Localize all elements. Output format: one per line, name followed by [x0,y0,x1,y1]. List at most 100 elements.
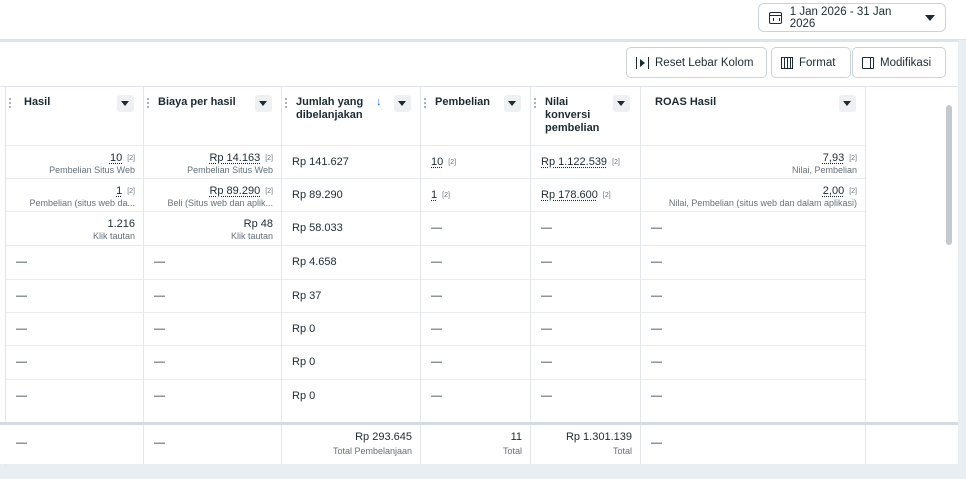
total-conversion-label: Total [612,446,632,456]
empty-value: — [431,256,442,268]
drag-handle-icon[interactable] [534,98,536,108]
column-header-label: Biaya per hasil [158,96,236,108]
table-cell: — [6,379,143,412]
table-cell: — [144,279,281,312]
reset-column-width-label: Reset Lebar Kolom [655,56,754,69]
table-cell: Rp 141.627 [282,145,420,178]
drag-handle-icon[interactable] [285,98,287,108]
result-value: 1.216 [107,218,135,230]
table-cell: — [421,312,530,345]
drag-handle-icon[interactable] [147,98,149,108]
table-cell: — [6,345,143,378]
spend-value: Rp 58.033 [292,222,343,234]
purchase-link[interactable]: 10 [2] [431,156,456,168]
spend-value: Rp 37 [292,290,322,302]
table-cell: Rp 0 [282,379,420,412]
table-cell: — [641,211,865,244]
result-link[interactable]: 1 [2] [116,185,135,197]
table-cell: Rp 1.122.539 [2] [531,145,640,178]
totals-row: — — Rp 293.645 Total Pembelanjaan 11 Tot… [0,422,958,464]
empty-value: — [431,323,442,335]
format-button[interactable]: Format [771,47,851,78]
total-cell: — [144,425,282,464]
cost-link[interactable]: Rp 89.290 [2] [209,185,273,197]
column-menu-chevron-icon[interactable] [394,95,411,112]
modify-icon [862,56,874,69]
empty-value: — [651,222,662,234]
table-cell: — [531,245,640,278]
column-menu-chevron-icon[interactable] [839,95,856,112]
spend-value: Rp 0 [292,356,316,368]
table-left-edge [0,87,6,467]
sort-descending-icon[interactable]: ↓ [376,96,382,108]
column-biaya-per-hasil: Biaya per hasil Rp 14.163 [2] Pembelian S… [144,87,282,464]
table-cell: — [641,279,865,312]
total-conversion-value: Rp 1.301.139 [565,431,632,443]
column-header-biaya[interactable]: Biaya per hasil [144,87,281,145]
table-cell: — [531,279,640,312]
column-pembelian: Pembelian 10 [2] 1 [2] — — — — — — [421,87,531,464]
column-header-roas[interactable]: ROAS Hasil [641,87,865,145]
column-menu-chevron-icon[interactable] [613,95,630,112]
table-cell: Rp 0 [282,312,420,345]
conversion-value-link[interactable]: Rp 1.122.539 [2] [541,156,620,168]
reset-column-width-button[interactable]: Reset Lebar Kolom [626,47,767,78]
column-nilai-konversi: Nilai konversi pembelian Rp 1.122.539 [2]… [531,87,641,464]
total-cell: — [6,425,144,464]
column-menu-chevron-icon[interactable] [117,95,134,112]
table-cell: — [531,312,640,345]
cost-value: Rp 14.163 [209,152,261,164]
empty-value: — [16,290,27,302]
footnote-marker: [2] [849,155,857,162]
footnote-marker: [2] [265,188,273,195]
roas-type: Nilai, Pembelian (situs web dan dalam ap… [668,198,857,208]
table-cell: — [641,312,865,345]
empty-value: — [154,390,165,402]
modify-button[interactable]: Modifikasi [852,47,946,78]
empty-value: — [651,290,662,302]
empty-value: — [154,256,165,268]
purchase-link[interactable]: 1 [2] [431,189,450,201]
column-header-nilai[interactable]: Nilai konversi pembelian [531,87,640,145]
conversion-value-link[interactable]: Rp 178.600 [2] [541,189,611,201]
result-value: 10 [109,152,123,164]
column-header-jumlah[interactable]: Jumlah yang dibelanjakan ↓ [282,87,420,145]
table-cell: — [421,211,530,244]
roas-link[interactable]: 2,00 [2] [823,185,857,197]
footnote-marker: [2] [612,159,620,166]
table-cell: — [6,245,143,278]
table-cell: — [144,379,281,412]
spend-value: Rp 0 [292,323,316,335]
table-cell: — [531,345,640,378]
table-cell: 10 [2] [421,145,530,178]
empty-value: — [541,290,552,302]
drag-handle-icon[interactable] [9,98,11,108]
result-link[interactable]: 10 [2] [110,152,135,164]
roas-link[interactable]: 7,93 [2] [823,152,857,164]
empty-value: — [431,356,442,368]
vertical-scrollbar[interactable] [946,105,952,245]
empty-value: — [541,390,552,402]
column-jumlah-dibelanjakan: Jumlah yang dibelanjakan ↓ Rp 141.627 Rp… [282,87,421,464]
column-header-pembelian[interactable]: Pembelian [421,87,530,145]
table-cell: — [641,245,865,278]
total-cell: Rp 293.645 Total Pembelanjaan [282,425,421,464]
cost-link[interactable]: Rp 14.163 [2] [209,152,273,164]
empty-value: — [154,290,165,302]
footnote-marker: [2] [127,155,135,162]
purchase-value: 10 [431,156,444,168]
table-cell: — [6,312,143,345]
column-header-hasil[interactable]: Hasil [6,87,143,145]
spend-value: Rp 4.658 [292,256,337,268]
total-purchase-value: 11 [510,431,522,443]
table-cell: — [421,279,530,312]
drag-handle-icon[interactable] [424,98,426,108]
table-cell: — [531,379,640,412]
table-cell: 1 [2] Pembelian (situs web da... [6,178,143,211]
column-menu-chevron-icon[interactable] [255,95,272,112]
table-cell: — [641,379,865,412]
date-range-picker[interactable]: 1 Jan 2026 - 31 Jan 2026 [758,3,946,32]
column-menu-chevron-icon[interactable] [504,95,521,112]
column-header-label: Pembelian [435,96,491,108]
footnote-marker: [2] [448,159,457,166]
